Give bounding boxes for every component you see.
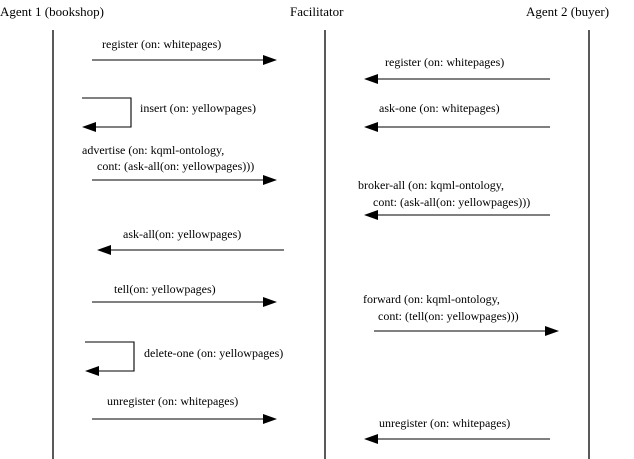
arrowhead-unregister-agent2: [364, 434, 378, 444]
arrowhead-broker-all: [364, 210, 378, 220]
message-arrow-insert-self-loop: [82, 97, 132, 128]
message-label-broker-all-line1: broker-all (on: kqml-ontology,: [358, 178, 504, 192]
message-label-delete-one: delete-one (on: yellowpages): [144, 346, 283, 360]
agent1-header: Agent 1 (bookshop): [0, 4, 104, 19]
facilitator-header: Facilitator: [290, 4, 344, 19]
message-label-register-agent1: register (on: whitepages): [102, 37, 221, 51]
arrowhead-advertise: [263, 175, 277, 185]
arrowhead-register-agent1: [263, 55, 277, 65]
arrowhead-ask-all: [97, 245, 111, 255]
message-label-tell: tell(on: yellowpages): [114, 282, 216, 296]
message-label-advertise-line1: advertise (on: kqml-ontology,: [82, 143, 224, 157]
arrowhead-tell: [263, 297, 277, 307]
message-label-register-agent2: register (on: whitepages): [385, 55, 504, 69]
message-label-unregister-agent1: unregister (on: whitepages): [107, 394, 238, 408]
agent2-header: Agent 2 (buyer): [526, 4, 609, 19]
message-label-unregister-agent2: unregister (on: whitepages): [379, 416, 510, 430]
message-label-ask-one: ask-one (on: whitepages): [379, 101, 500, 115]
arrowhead-forward: [545, 326, 559, 336]
message-label-forward-line2: cont: (tell(on: yellowpages))): [378, 309, 519, 323]
message-label-advertise-line2: cont: (ask-all(on: yellowpages))): [97, 159, 254, 173]
arrowhead-register-agent2: [364, 74, 378, 84]
message-arrow-delete-one-self-loop: [85, 341, 135, 372]
message-label-forward-line1: forward (on: kqml-ontology,: [363, 292, 500, 306]
arrowhead-insert: [82, 122, 96, 132]
arrowhead-delete-one: [85, 366, 99, 376]
arrowhead-unregister-agent1: [263, 414, 277, 424]
message-label-ask-all: ask-all(on: yellowpages): [123, 227, 241, 241]
message-label-broker-all-line2: cont: (ask-all(on: yellowpages))): [373, 195, 530, 209]
arrowhead-ask-one: [364, 122, 378, 132]
message-label-insert: insert (on: yellowpages): [140, 101, 256, 115]
